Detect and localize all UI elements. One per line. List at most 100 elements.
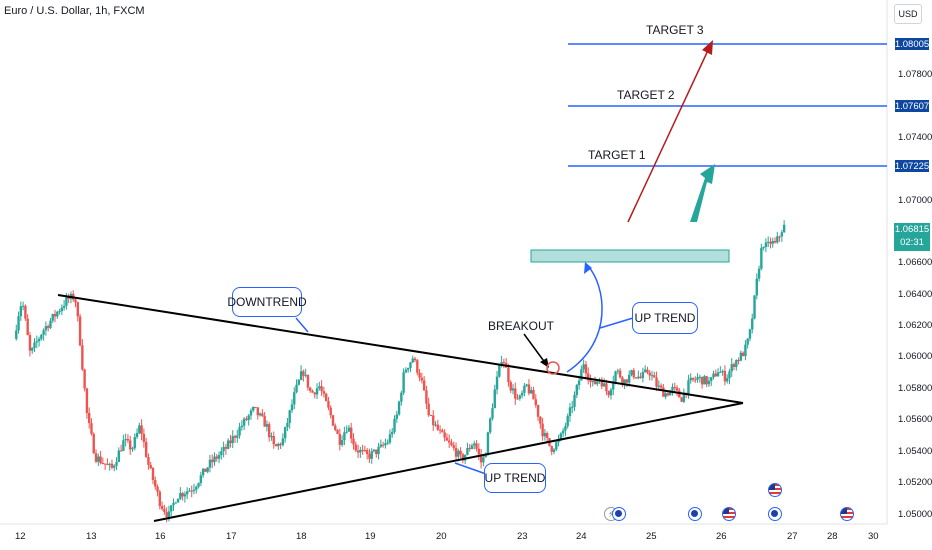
currency-button[interactable]: USD bbox=[894, 4, 922, 24]
candle-body bbox=[46, 326, 50, 328]
candle-body bbox=[568, 407, 572, 417]
candle-body bbox=[698, 376, 702, 378]
candle-body bbox=[525, 384, 528, 386]
candle-body bbox=[655, 377, 658, 387]
candle-body bbox=[473, 443, 476, 446]
candle-body bbox=[62, 305, 66, 308]
candle-body bbox=[147, 457, 150, 465]
candle-body bbox=[33, 342, 36, 348]
candle-body bbox=[641, 371, 645, 378]
candle-body bbox=[666, 393, 670, 396]
candle-body bbox=[313, 392, 316, 395]
candle-body bbox=[224, 446, 228, 449]
price-tick: 1.06200 bbox=[898, 320, 932, 331]
eu-flag-event-icon[interactable] bbox=[612, 507, 626, 521]
uptrend-callout-bottom[interactable]: UP TREND bbox=[484, 463, 546, 493]
us-flag-event-icon[interactable] bbox=[768, 483, 782, 497]
candle-body bbox=[185, 491, 189, 495]
candle-body bbox=[441, 430, 444, 433]
candle-body bbox=[520, 392, 524, 396]
target-1-label: TARGET 1 bbox=[588, 148, 646, 162]
candle-body bbox=[26, 318, 29, 336]
breakout-zone[interactable] bbox=[530, 249, 730, 263]
candle-body bbox=[44, 326, 48, 331]
candle-body bbox=[108, 463, 111, 465]
candle-body bbox=[402, 372, 405, 393]
candle-body bbox=[179, 493, 182, 499]
candle-body bbox=[242, 418, 246, 426]
eu-flag-event-icon[interactable] bbox=[768, 507, 782, 521]
candle-body bbox=[35, 341, 38, 343]
candle-body bbox=[272, 435, 275, 445]
candle-body bbox=[507, 367, 510, 383]
uptrend-callout-right[interactable]: UP TREND bbox=[632, 302, 698, 334]
target-3-label: TARGET 3 bbox=[646, 23, 704, 37]
candle-body bbox=[106, 464, 109, 466]
candle-body bbox=[486, 432, 490, 455]
candle-body bbox=[299, 371, 303, 380]
candle-body bbox=[238, 427, 241, 436]
candle-body bbox=[420, 377, 424, 381]
candle-body bbox=[404, 369, 408, 373]
candle-body bbox=[400, 392, 403, 402]
downtrend-line[interactable] bbox=[57, 294, 744, 404]
candle-body bbox=[778, 236, 781, 238]
candle-body bbox=[669, 390, 672, 396]
candle-body bbox=[263, 415, 266, 427]
candle-body bbox=[422, 380, 426, 391]
candle-body bbox=[53, 314, 57, 317]
uptrend-line[interactable] bbox=[153, 402, 744, 522]
candle-body bbox=[746, 338, 749, 345]
candle-body bbox=[769, 241, 772, 244]
eu-flag-event-icon[interactable] bbox=[688, 507, 702, 521]
callout-connector bbox=[599, 317, 634, 329]
us-flag-event-icon[interactable] bbox=[840, 507, 854, 521]
candle-body bbox=[309, 387, 312, 391]
candle-body bbox=[94, 453, 98, 462]
candle-body bbox=[632, 370, 635, 378]
candle-body bbox=[436, 424, 440, 430]
candle-body bbox=[17, 316, 20, 331]
candle-body bbox=[434, 424, 437, 426]
candle-body bbox=[135, 432, 139, 438]
candle-body bbox=[83, 369, 86, 389]
candle-body bbox=[516, 398, 519, 400]
candle-body bbox=[621, 377, 624, 384]
candle-body bbox=[334, 425, 337, 430]
candle-body bbox=[240, 425, 244, 428]
candle-body bbox=[648, 372, 651, 376]
candle-body bbox=[755, 278, 758, 296]
candle-body bbox=[543, 433, 547, 437]
candle-body bbox=[623, 379, 626, 384]
time-tick: 16 bbox=[155, 531, 166, 542]
red-target-arrow-line bbox=[627, 45, 711, 223]
candle-body bbox=[322, 391, 326, 394]
candle-body bbox=[252, 406, 255, 411]
candle-body bbox=[58, 311, 61, 313]
candle-body bbox=[151, 468, 155, 481]
candle-body bbox=[495, 376, 499, 390]
candle-body bbox=[675, 387, 679, 391]
candle-body bbox=[689, 377, 692, 381]
candle-body bbox=[384, 443, 387, 446]
candle-body bbox=[211, 459, 214, 463]
candle-body bbox=[350, 427, 353, 439]
candle-body bbox=[129, 440, 132, 450]
candle-body bbox=[395, 414, 398, 419]
candle-body bbox=[580, 369, 583, 381]
candle-body bbox=[530, 390, 533, 394]
candle-body bbox=[450, 442, 453, 446]
candle-body bbox=[605, 383, 608, 392]
candle-body bbox=[31, 347, 34, 351]
downtrend-callout[interactable]: DOWNTREND bbox=[227, 287, 307, 317]
candle-body bbox=[532, 390, 535, 400]
candle-body bbox=[725, 378, 729, 382]
candle-body bbox=[564, 426, 567, 431]
time-tick: 19 bbox=[365, 531, 376, 542]
us-flag-event-icon[interactable] bbox=[722, 507, 736, 521]
candle-body bbox=[236, 435, 239, 438]
candle-body bbox=[261, 413, 264, 416]
candle-body bbox=[586, 373, 590, 381]
candle-body bbox=[220, 451, 223, 456]
